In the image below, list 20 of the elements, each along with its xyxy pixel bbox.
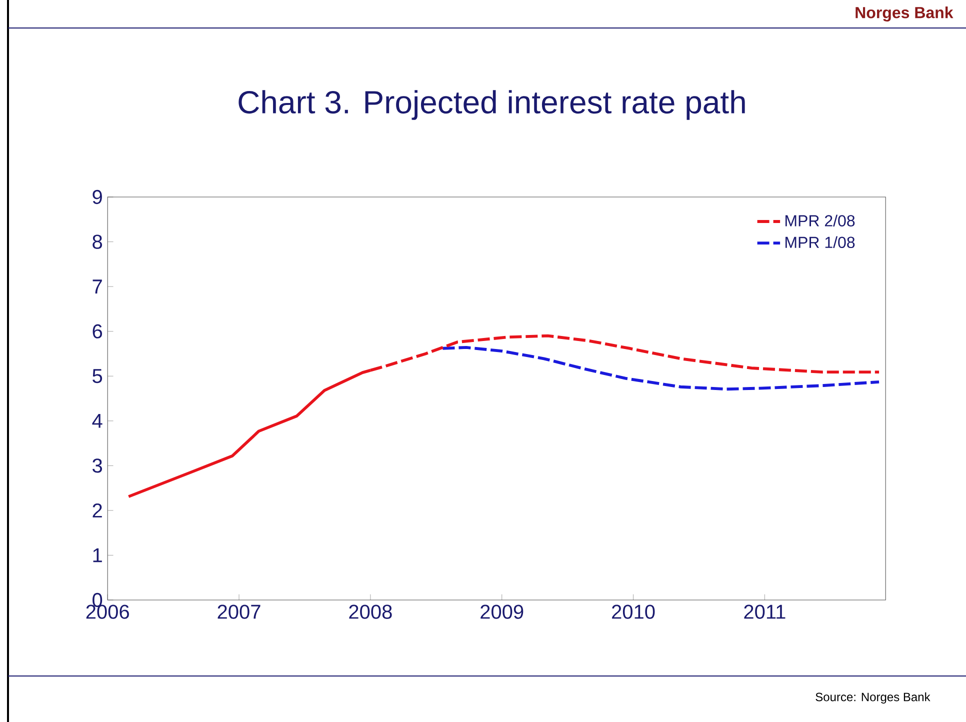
x-tick-label: 2009 [480, 604, 524, 619]
y-tick-label: 7 [92, 280, 102, 294]
y-tick-label: 9 [92, 190, 102, 204]
y-tick-label: 1 [93, 548, 102, 562]
chart-title: Chart 3. Projected interest rate path [238, 90, 745, 120]
x-tick-label: 2010 [612, 604, 655, 619]
y-tick-label: 5 [92, 369, 102, 384]
y-tick-label: 4 [92, 414, 102, 428]
y-tick-label: 8 [92, 234, 102, 249]
source-note: Source: Norges Bank [816, 692, 930, 704]
y-tick-label: 3 [92, 458, 102, 473]
text: Norges Bank [856, 6, 954, 22]
x-tick-label: 2007 [218, 604, 260, 619]
legend-label: MPR 2/08 [786, 214, 855, 226]
x-tick-label: 2008 [349, 604, 392, 619]
y-tick-label: 6 [92, 324, 102, 338]
y-tick-label: 2 [92, 503, 102, 518]
x-tick-label: 2011 [744, 604, 786, 619]
line-series [441, 346, 881, 391]
legend-label: MPR 1/08 [786, 236, 855, 248]
